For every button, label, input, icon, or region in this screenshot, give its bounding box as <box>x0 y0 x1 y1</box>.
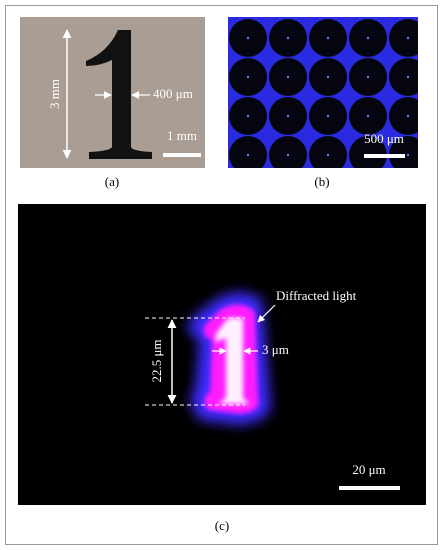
height-label: 22.5 μm <box>149 339 164 382</box>
lens-center <box>286 153 290 157</box>
caption-a: (a) <box>105 174 119 189</box>
lens <box>389 136 418 168</box>
width-label: 400 μm <box>153 86 193 101</box>
lens-center <box>326 36 330 40</box>
scale-label: 500 μm <box>364 131 404 146</box>
height-label: 3 mm <box>47 79 62 109</box>
lens-center <box>366 75 370 79</box>
glow-core <box>215 318 250 404</box>
lens-center <box>246 36 250 40</box>
lens-center <box>286 75 290 79</box>
panel-c: 22.5 μm 3 μm Diffracted light 20 μm <box>18 204 426 505</box>
lens <box>269 136 307 168</box>
annotation: Diffracted light <box>276 288 357 303</box>
width-label: 3 μm <box>262 342 289 357</box>
scale-bar <box>163 153 201 157</box>
panel-a: 3 mm 400 μm 1 mm <box>20 17 205 168</box>
panel-b <box>228 17 418 168</box>
scale-bar <box>364 154 405 158</box>
lens <box>309 136 347 168</box>
caption-b: (b) <box>314 174 329 189</box>
lens <box>349 136 387 168</box>
lens-center <box>406 114 410 118</box>
frame <box>5 5 438 545</box>
scale-bar <box>339 486 400 490</box>
lens-center <box>246 75 250 79</box>
lens <box>389 19 418 57</box>
lens-center <box>366 114 370 118</box>
lens-center <box>406 75 410 79</box>
lens <box>229 136 267 168</box>
lens-center <box>246 114 250 118</box>
lens-center <box>326 114 330 118</box>
lens-center <box>326 153 330 157</box>
lens-center <box>286 36 290 40</box>
digit-shape <box>86 30 152 159</box>
lens-center <box>326 75 330 79</box>
lens-center <box>246 153 250 157</box>
lens-array <box>229 19 418 168</box>
scale-label: 1 mm <box>167 128 197 143</box>
lens-center <box>366 36 370 40</box>
lens-center <box>406 153 410 157</box>
annotation-arrow <box>257 304 276 323</box>
lens-center <box>286 114 290 118</box>
caption-c: (c) <box>215 518 229 533</box>
lens <box>389 97 418 135</box>
lens-center <box>406 36 410 40</box>
scale-label: 20 μm <box>352 462 385 477</box>
lens <box>389 58 418 96</box>
